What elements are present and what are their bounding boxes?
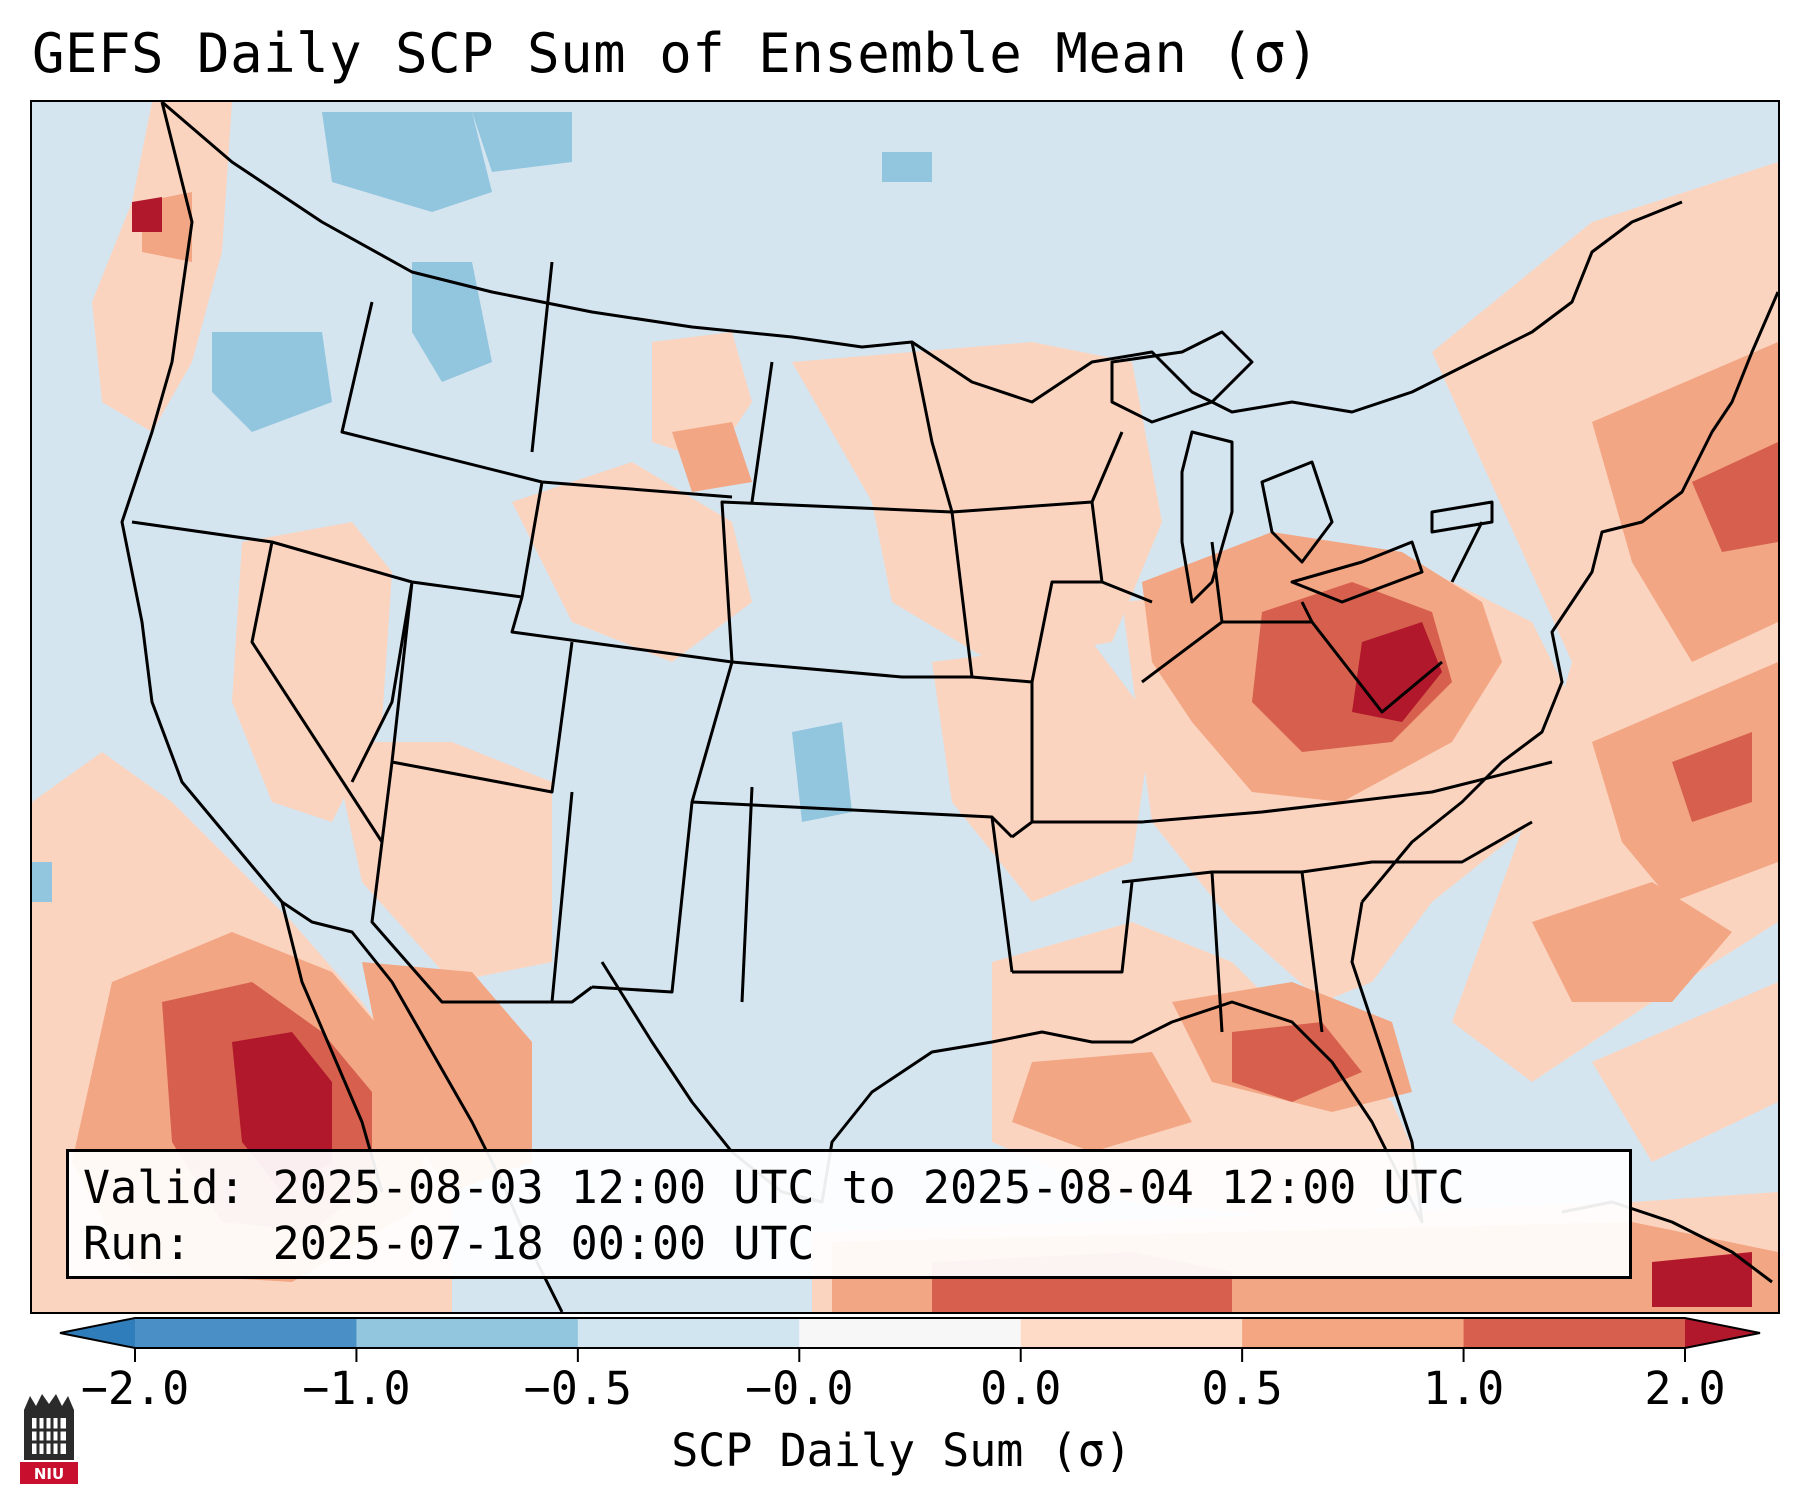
colorbar-bin bbox=[135, 1318, 357, 1348]
valid-line: Valid: 2025-08-03 12:00 UTC to 2025-08-0… bbox=[83, 1160, 1615, 1216]
colorbar-bin bbox=[1020, 1318, 1243, 1348]
atlantic-coast bbox=[1360, 291, 1778, 903]
run-label: Run: bbox=[83, 1217, 192, 1270]
validity-info-box: Valid: 2025-08-03 12:00 UTC to 2025-08-0… bbox=[66, 1149, 1632, 1279]
tick-label: 1.0 bbox=[1422, 1362, 1505, 1415]
anomaly-fill-negative bbox=[32, 112, 932, 902]
colorbar bbox=[59, 1317, 1761, 1362]
state-lines bbox=[131, 261, 1553, 1033]
coastlines-and-borders bbox=[120, 102, 1778, 1312]
canada-border bbox=[161, 102, 1683, 414]
colorbar-label: SCP Daily Sum (σ) bbox=[671, 1424, 1132, 1477]
colorbar-bin bbox=[356, 1318, 579, 1348]
us-outline bbox=[120, 102, 564, 1312]
tick-label: −0.5 bbox=[523, 1362, 633, 1415]
colorbar-bin bbox=[1242, 1318, 1465, 1348]
tick-label: 2.0 bbox=[1644, 1362, 1726, 1415]
scp-map bbox=[32, 102, 1778, 1312]
colorbar-bin bbox=[1463, 1318, 1686, 1348]
run-line: Run: 2025-07-18 00:00 UTC bbox=[83, 1216, 1615, 1272]
valid-label: Valid: bbox=[83, 1161, 246, 1214]
baja-peninsula bbox=[280, 901, 384, 1193]
tick-label: 0.5 bbox=[1201, 1362, 1283, 1415]
logo-text: NIU bbox=[34, 1465, 64, 1483]
colorbar-bin bbox=[577, 1318, 800, 1348]
great-lakes bbox=[1110, 330, 1254, 424]
colorbar-extension-high bbox=[1685, 1318, 1760, 1348]
tick-label: −0.0 bbox=[745, 1362, 854, 1415]
map-title: GEFS Daily SCP Sum of Ensemble Mean (σ) bbox=[32, 22, 1320, 85]
tick-label: −1.0 bbox=[302, 1362, 411, 1415]
tick-label: −2.0 bbox=[80, 1362, 190, 1415]
tick-label: 0.0 bbox=[980, 1362, 1062, 1415]
niu-logo: NIU bbox=[20, 1392, 78, 1484]
map-panel bbox=[30, 100, 1780, 1314]
colorbar-extension-low bbox=[60, 1318, 135, 1348]
valid-text: 2025-08-03 12:00 UTC to 2025-08-04 12:00… bbox=[272, 1161, 1465, 1214]
run-text: 2025-07-18 00:00 UTC bbox=[272, 1217, 815, 1270]
colorbar-bin bbox=[799, 1318, 1022, 1348]
